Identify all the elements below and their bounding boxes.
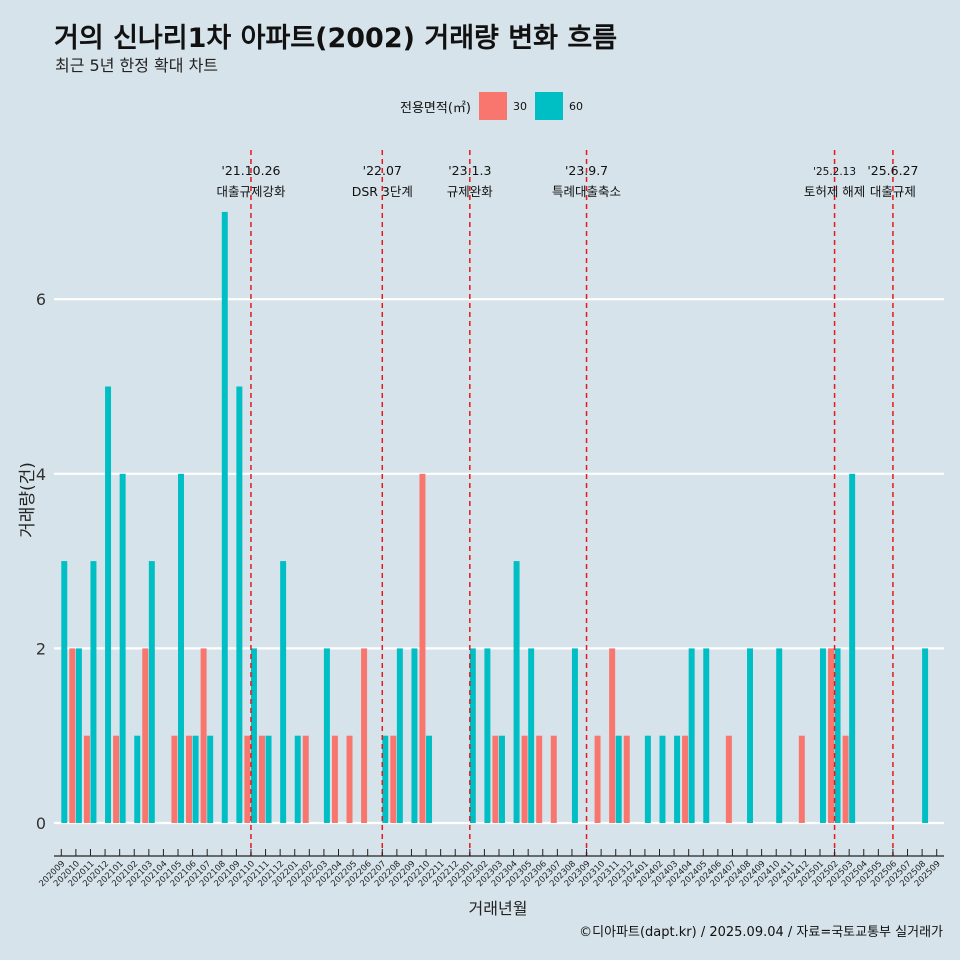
- event-date-202301: '23.1.3: [448, 163, 491, 178]
- source-caption: ©디아파트(dapt.kr) / 2025.09.04 / 자료=국토교통부 실…: [579, 925, 943, 940]
- bar-30-202307: [550, 735, 557, 823]
- legend-label-60: 60: [568, 99, 583, 113]
- bar-60-202302: [484, 648, 491, 823]
- bar-30-202306: [536, 735, 543, 823]
- legend-swatch-30: [478, 92, 507, 120]
- bar-60-202010: [75, 648, 82, 823]
- event-date-202207: '22.07: [363, 163, 402, 178]
- bar-60-202402: [659, 735, 666, 823]
- bar-60-202502: [834, 648, 841, 823]
- bar-30-202503: [842, 735, 849, 823]
- bar-30-202202: [302, 735, 309, 823]
- bar-30-202210: [419, 473, 426, 823]
- bar-30-202310: [594, 735, 601, 823]
- bar-60-202308: [571, 648, 578, 823]
- bar-60-202210: [426, 735, 433, 823]
- bar-60-202009: [61, 561, 68, 823]
- bar-60-202201: [294, 735, 301, 823]
- bar-60-202305: [528, 648, 535, 823]
- event-label-202309: 특례대출축소: [552, 184, 621, 199]
- x-axis-label: 거래년월: [469, 899, 528, 918]
- event-label-202207: DSR 3단계: [352, 184, 413, 199]
- bar-60-202011: [90, 561, 97, 823]
- bar-60-202401: [644, 735, 651, 823]
- bar-30-202208: [390, 735, 397, 823]
- legend-title: 전용면적(㎡): [400, 100, 471, 116]
- event-label-202301: 규제완화: [447, 184, 494, 199]
- y-tick-0: 0: [36, 814, 46, 833]
- bar-60-202304: [513, 561, 520, 823]
- bar-30-202106: [186, 735, 193, 823]
- event-date-202506: '25.6.27: [867, 163, 918, 178]
- bar-60-202209: [411, 648, 418, 823]
- y-tick-6: 6: [36, 290, 46, 309]
- bar-30-202110: [244, 735, 251, 823]
- bar-60-202106: [192, 735, 199, 823]
- bar-30-202103: [142, 648, 149, 823]
- bar-30-202311: [609, 648, 616, 823]
- bar-60-202112: [280, 561, 287, 823]
- bar-30-202407: [725, 735, 732, 823]
- bar-30-202404: [682, 735, 689, 823]
- bar-60-202405: [703, 648, 710, 823]
- legend: 전용면적(㎡) 30 60: [400, 92, 591, 120]
- bar-60-202208: [396, 648, 403, 823]
- legend-swatch-60: [534, 92, 563, 120]
- bar-60-202203: [323, 648, 330, 823]
- bar-30-202111: [258, 735, 265, 823]
- bar-60-202012: [105, 386, 112, 823]
- y-axis-label: 거래량(건): [18, 462, 38, 538]
- bar-30-202101: [113, 735, 120, 823]
- bar-60-202108: [221, 211, 228, 823]
- bar-60-202111: [265, 735, 272, 823]
- y-tick-2: 2: [36, 639, 46, 658]
- bar-60-202207: [382, 735, 389, 823]
- bar-60-202103: [148, 561, 155, 823]
- bar-30-202107: [200, 648, 207, 823]
- bar-60-202404: [688, 648, 695, 823]
- bar-60-202107: [207, 735, 214, 823]
- bar-60-202503: [849, 473, 856, 823]
- bar-60-202403: [674, 735, 681, 823]
- bar-60-202109: [236, 386, 243, 823]
- bar-30-202305: [521, 735, 528, 823]
- event-label-202110: 대출규제강화: [216, 184, 286, 199]
- x-axis: 2020092020102020112020122021012021022021…: [37, 849, 944, 889]
- event-date-202309: '23.9.7: [565, 163, 608, 178]
- y-tick-4: 4: [36, 465, 46, 484]
- bar-60-202102: [134, 735, 141, 823]
- bar-60-202110: [250, 648, 257, 823]
- event-date-202502: '25.2.13: [813, 166, 856, 178]
- bar-30-202303: [492, 735, 499, 823]
- bar-30-202105: [171, 735, 178, 823]
- bar-30-202502: [828, 648, 834, 823]
- event-date-202110: '21.10.26: [221, 163, 280, 178]
- chart-title: 거의 신나리1차 아파트(2002) 거래량 변화 흐름: [54, 23, 618, 54]
- bar-60-202508: [922, 648, 929, 823]
- bar-30-202010: [69, 648, 76, 823]
- bar-60-202408: [747, 648, 753, 823]
- bar-30-202412: [798, 735, 805, 823]
- bar-30-202312: [623, 735, 630, 823]
- event-markers: '21.10.26 대출규제강화 '22.07 DSR 3단계 '23.1.3 규제완화 '…: [216, 150, 919, 856]
- bar-30-202204: [331, 735, 338, 823]
- bar-60-202303: [499, 735, 505, 823]
- event-label-202502: 토허제 해제: [804, 184, 865, 199]
- chart-subtitle: 최근 5년 한정 확대 차트: [55, 56, 219, 75]
- bars: [61, 211, 929, 823]
- bar-60-202501: [819, 648, 826, 823]
- y-axis-ticks: 0 2 4 6: [36, 290, 46, 833]
- bar-30-202206: [361, 648, 368, 823]
- bar-30-202011: [83, 735, 90, 823]
- bar-60-202410: [776, 648, 783, 823]
- bar-60-202311: [615, 735, 622, 823]
- bar-30-202205: [346, 735, 353, 823]
- bar-60-202301: [469, 648, 476, 823]
- legend-label-30: 30: [512, 99, 527, 113]
- bar-60-202105: [178, 473, 184, 823]
- event-label-202506: 대출규제: [870, 184, 916, 199]
- bar-60-202101: [119, 473, 126, 823]
